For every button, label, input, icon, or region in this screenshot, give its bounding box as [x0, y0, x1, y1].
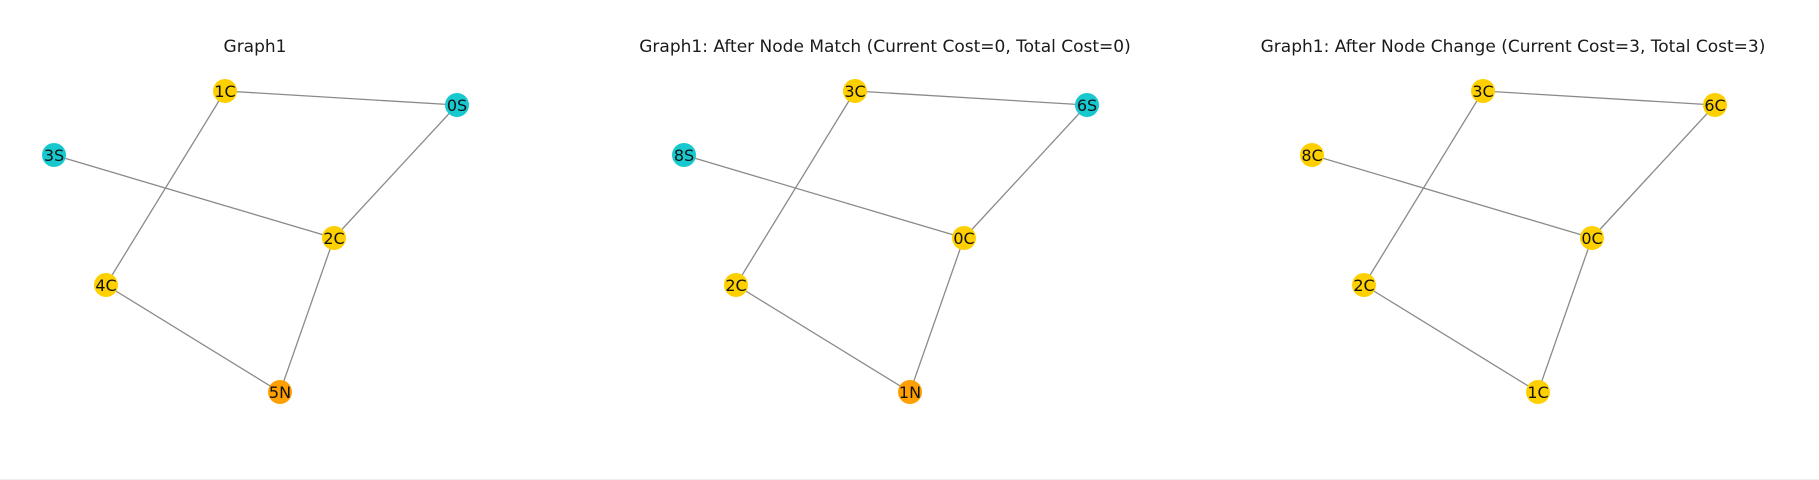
- graph-edge: [1591, 104, 1716, 239]
- node-label: 1C: [1527, 383, 1548, 402]
- node-label: 0C: [953, 229, 974, 248]
- graph-node: [1526, 380, 1550, 404]
- graph-edge: [1311, 154, 1593, 239]
- node-label: 2C: [1353, 276, 1374, 295]
- graph-edge: [1482, 90, 1716, 106]
- node-label: 4C: [95, 276, 116, 295]
- node-label: 6S: [1077, 96, 1097, 115]
- node-label: 6C: [1704, 96, 1725, 115]
- graph-edge: [105, 284, 281, 393]
- graph-edge: [683, 154, 965, 239]
- graph-node: [213, 79, 237, 103]
- graph-edge: [963, 104, 1088, 239]
- graph-edge: [224, 90, 458, 106]
- graph-node: [1075, 93, 1099, 117]
- graph-edge: [735, 284, 911, 393]
- graph-edge: [53, 154, 335, 239]
- node-label: 8S: [674, 146, 694, 165]
- node-label: 2C: [323, 229, 344, 248]
- graph-edge: [333, 104, 458, 239]
- graph-node: [952, 226, 976, 250]
- node-label: 2C: [725, 276, 746, 295]
- graph-node: [268, 380, 292, 404]
- graph-node: [843, 79, 867, 103]
- graph-node: [445, 93, 469, 117]
- node-label: 0C: [1581, 229, 1602, 248]
- graph-panel-3: Graph1: After Node Change (Current Cost=…: [1261, 37, 1766, 404]
- graph-node: [94, 273, 118, 297]
- graph-node: [1300, 143, 1324, 167]
- graph-edge: [909, 237, 965, 393]
- node-label: 8C: [1301, 146, 1322, 165]
- graph-panel-2: Graph1: After Node Match (Current Cost=0…: [639, 37, 1131, 404]
- graph-node: [1471, 79, 1495, 103]
- graph-edge: [1363, 284, 1539, 393]
- panel-title: Graph1: [224, 37, 287, 57]
- graph-node: [724, 273, 748, 297]
- node-label: 3C: [844, 82, 865, 101]
- node-label: 5N: [269, 383, 291, 402]
- node-label: 0S: [447, 96, 467, 115]
- graph-edge: [1537, 237, 1593, 393]
- graph-node: [322, 226, 346, 250]
- graph-panel-1: Graph1 1C 0S 3S 2C 4C 5N: [42, 37, 469, 404]
- graph-node: [1703, 93, 1727, 117]
- node-label: 1C: [214, 82, 235, 101]
- node-label: 3C: [1472, 82, 1493, 101]
- graph-edge: [279, 237, 335, 393]
- graph-node: [1580, 226, 1604, 250]
- node-label: 1N: [899, 383, 921, 402]
- panel-title: Graph1: After Node Change (Current Cost=…: [1261, 37, 1766, 57]
- graph-node: [672, 143, 696, 167]
- graph-node: [42, 143, 66, 167]
- graph-node: [1352, 273, 1376, 297]
- panel-title: Graph1: After Node Match (Current Cost=0…: [639, 37, 1131, 57]
- graph-node: [898, 380, 922, 404]
- graph-edge: [854, 90, 1088, 106]
- node-label: 3S: [44, 146, 64, 165]
